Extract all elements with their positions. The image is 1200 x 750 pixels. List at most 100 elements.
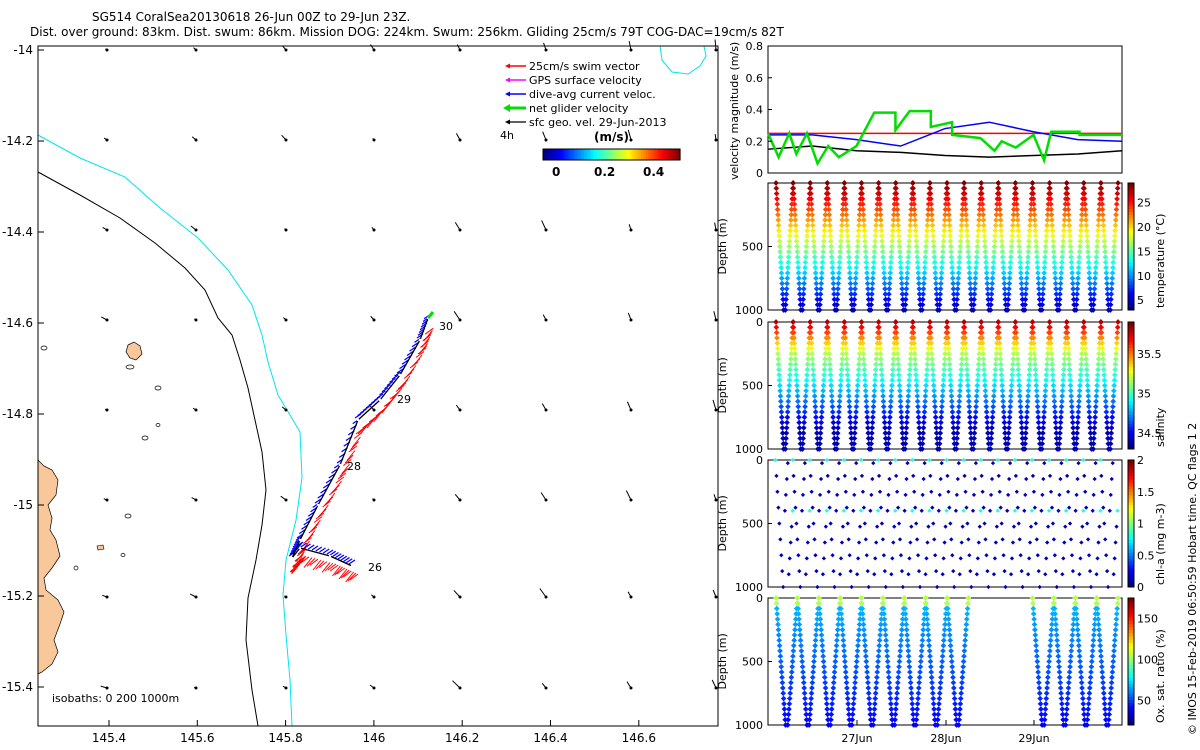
temperature-sample [949, 275, 956, 282]
temperature-sample [1063, 180, 1070, 186]
temperature-sample [1073, 296, 1080, 303]
temperature-sample [932, 264, 938, 271]
temperature-colorbar-cell [1128, 198, 1134, 203]
chla-colorbar-cell [1128, 548, 1134, 553]
salinity-sample [811, 393, 818, 399]
colorbar-cell [593, 149, 597, 160]
temperature-sample [937, 291, 944, 297]
temperature-sample [1049, 233, 1056, 239]
temperature-sample [1066, 217, 1072, 223]
track-point [378, 398, 382, 402]
temperature-sample [822, 217, 828, 223]
temperature-sample [1088, 296, 1094, 303]
salinity-sample [777, 393, 784, 399]
temperature-sample [785, 264, 791, 271]
temperature-sample [949, 270, 956, 276]
dac-vector [409, 346, 416, 352]
temperature-sample [878, 233, 885, 239]
temperature-sample [795, 270, 802, 276]
temperature-sample [902, 296, 909, 303]
sfc-velocity-point [544, 498, 548, 502]
temperature-sample [868, 296, 875, 303]
temperature-sample [941, 217, 948, 223]
temperature-sample [962, 206, 969, 213]
temperature-sample [818, 280, 825, 287]
swim-vector [320, 504, 329, 516]
temperature-sample [967, 280, 974, 287]
salinity-sample [821, 366, 828, 373]
chla-colorbar-cell [1128, 552, 1134, 556]
temperature-sample [959, 211, 966, 218]
salinity-colorbar-cell [1128, 369, 1134, 374]
temperature-sample [839, 211, 846, 218]
temperature-sample [981, 238, 988, 245]
temperature-sample [937, 286, 944, 292]
salinity-sample [787, 361, 794, 368]
salinity-sample [783, 425, 790, 431]
temperature-colorbar-cell [1128, 297, 1134, 301]
temperature-sample [825, 190, 831, 197]
temperature-sample [968, 296, 974, 303]
temperature-sample [793, 227, 799, 234]
oxygen-colorbar-cell [1128, 617, 1134, 621]
temperature-sample [1027, 211, 1034, 218]
salinity-colorbar-cell [1128, 366, 1134, 371]
sfc-velocity-point [284, 48, 288, 52]
temperature-sample [872, 238, 878, 245]
temperature-sample [915, 270, 922, 276]
salinity-sample [779, 425, 786, 431]
temperature-sample [1028, 206, 1034, 213]
oxygen-colorbar-cell [1128, 690, 1134, 694]
legend-swim: 25cm/s swim vector [529, 60, 640, 73]
temperature-sample [877, 201, 883, 207]
colorbar-cell [545, 149, 549, 160]
salinity-sample [778, 414, 785, 421]
temperature-sample [916, 280, 922, 287]
temperature-sample [1073, 307, 1079, 313]
swim-vector [348, 445, 358, 453]
temperature-sample [876, 185, 882, 192]
sfc-velocity-point [105, 498, 109, 502]
temperature-sample [995, 180, 1002, 186]
temperature-sample [1073, 301, 1080, 308]
chla-colorbar-cell [1128, 564, 1134, 569]
temperature-sample [1069, 275, 1076, 282]
temperature-sample [793, 233, 800, 239]
temperature-sample [979, 190, 985, 197]
temperature-sample [1005, 296, 1012, 303]
temperature-sample [803, 238, 810, 245]
temperature-sample [1016, 248, 1023, 255]
salinity-colorbar-cell [1128, 439, 1134, 444]
colorbar-tick-0.2: 0.2 [594, 165, 615, 179]
velocity-ytick-label: 0.2 [746, 135, 764, 148]
temperature-sample [1047, 196, 1054, 202]
temperature-sample [981, 227, 987, 234]
salinity-sample [787, 366, 794, 373]
temperature-sample [972, 275, 979, 282]
temperature-sample [790, 190, 797, 197]
temperature-sample [954, 291, 961, 297]
velocity-series-line [768, 121, 1123, 147]
temperature-sample [989, 280, 996, 287]
temperature-sample [931, 259, 938, 266]
temperature-colorbar-cell [1128, 265, 1134, 270]
temperature-sample [810, 233, 817, 239]
temperature-sample [880, 264, 887, 271]
chla-colorbar-cell [1128, 479, 1134, 483]
temperature-sample [898, 270, 904, 276]
temperature-sample [782, 301, 789, 308]
salinity-sample [839, 361, 845, 368]
colorbar-cell [579, 149, 583, 160]
sfc-velocity-point [372, 318, 376, 322]
temperature-sample [1053, 286, 1059, 292]
sfc-velocity-point [458, 498, 462, 502]
temperature-sample [827, 222, 833, 229]
temperature-sample [1067, 233, 1073, 239]
salinity-sample [775, 350, 781, 357]
temperature-sample [927, 190, 934, 197]
temperature-sample [896, 238, 903, 245]
temperature-colorbar-cell [1128, 230, 1134, 235]
salinity-sample [791, 335, 797, 341]
temperature-sample [795, 264, 802, 271]
temperature-sample [787, 222, 794, 229]
